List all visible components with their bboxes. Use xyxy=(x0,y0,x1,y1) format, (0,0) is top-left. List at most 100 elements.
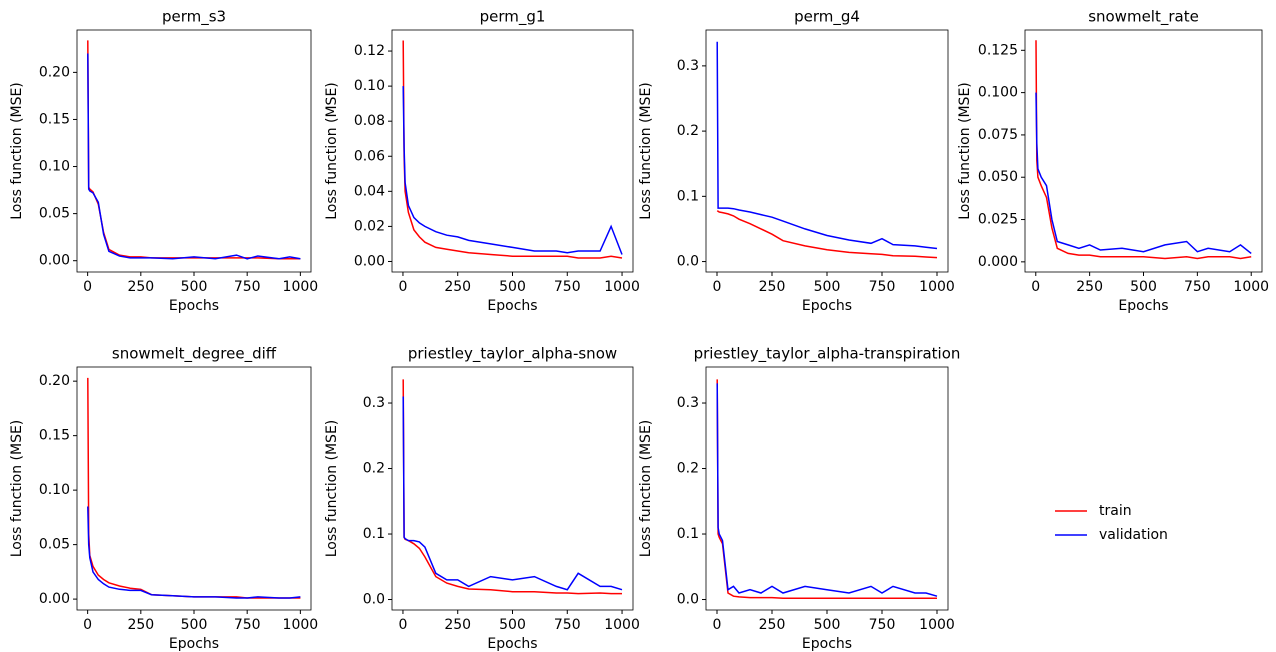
x-tick-label: 0 xyxy=(83,279,92,295)
subplot-title: perm_g1 xyxy=(480,8,546,27)
x-axis-label: Epochs xyxy=(487,298,537,314)
loss-line xyxy=(402,379,622,595)
x-tick-label: 250 xyxy=(444,279,471,295)
x-tick-label: 750 xyxy=(1184,279,1211,295)
y-axis-label: Loss function (MSE) xyxy=(324,82,340,220)
subplot-title: snowmelt_rate xyxy=(1088,8,1199,27)
y-tick-label: 0.3 xyxy=(677,395,699,411)
loss-line xyxy=(402,86,623,255)
y-tick-label: 0.2 xyxy=(363,461,385,477)
y-tick-label: 0.100 xyxy=(978,85,1018,101)
x-tick-label: 1000 xyxy=(604,279,640,295)
x-tick-label: 500 xyxy=(499,279,526,295)
x-tick-label: 1000 xyxy=(283,617,319,633)
x-tick-label: 250 xyxy=(127,617,154,633)
y-tick-label: 0.15 xyxy=(39,428,70,444)
y-tick-label: 0.04 xyxy=(354,183,385,199)
loss-line xyxy=(716,41,938,250)
x-tick-label: 1000 xyxy=(604,617,640,633)
y-axis-label: Loss function (MSE) xyxy=(957,82,973,220)
x-tick-label: 750 xyxy=(554,617,581,633)
x-tick-label: 1000 xyxy=(919,617,955,633)
x-tick-label: 750 xyxy=(234,279,261,295)
y-tick-label: 0.1 xyxy=(677,526,699,542)
y-tick-label: 0.00 xyxy=(354,253,385,269)
axes-frame xyxy=(1024,29,1263,273)
x-tick-label: 0 xyxy=(83,617,92,633)
y-tick-label: 0.3 xyxy=(363,395,385,411)
loss-line xyxy=(87,377,301,599)
y-tick-label: 0.10 xyxy=(39,482,70,498)
axes-frame xyxy=(705,366,949,611)
x-tick-label: 1000 xyxy=(919,279,955,295)
y-axis-label: Loss function (MSE) xyxy=(9,420,25,558)
x-tick-label: 750 xyxy=(234,617,261,633)
y-tick-label: 0.0 xyxy=(363,592,385,608)
y-tick-label: 0.08 xyxy=(354,113,385,129)
x-tick-label: 250 xyxy=(759,617,786,633)
y-tick-label: 0.00 xyxy=(39,253,70,269)
loss-line xyxy=(716,383,938,597)
y-tick-label: 0.20 xyxy=(39,64,70,80)
loss-line xyxy=(402,396,623,591)
x-tick-label: 0 xyxy=(713,617,722,633)
x-tick-label: 0 xyxy=(1031,279,1040,295)
subplot-title: perm_g4 xyxy=(794,8,860,27)
y-tick-label: 0.05 xyxy=(39,206,70,222)
x-tick-label: 750 xyxy=(554,279,581,295)
y-tick-label: 0.15 xyxy=(39,111,70,127)
x-tick-label: 250 xyxy=(127,279,154,295)
axes-frame xyxy=(391,29,634,273)
x-tick-label: 500 xyxy=(181,617,208,633)
loss-line xyxy=(716,210,938,259)
x-tick-label: 0 xyxy=(398,617,407,633)
x-tick-label: 1000 xyxy=(1233,279,1269,295)
y-tick-label: 0.00 xyxy=(39,591,70,607)
loss-line xyxy=(87,40,301,260)
y-tick-label: 0.10 xyxy=(354,78,385,94)
y-tick-label: 0.2 xyxy=(677,123,699,139)
x-axis-label: Epochs xyxy=(1118,298,1168,314)
loss-line xyxy=(716,379,937,599)
loss-line xyxy=(1035,40,1252,260)
loss-line xyxy=(87,506,301,599)
x-tick-label: 0 xyxy=(398,279,407,295)
x-tick-label: 750 xyxy=(869,617,896,633)
subplot-title: perm_s3 xyxy=(162,8,226,27)
x-axis-label: Epochs xyxy=(802,636,852,652)
x-tick-label: 500 xyxy=(1130,279,1157,295)
y-axis-label: Loss function (MSE) xyxy=(324,420,340,558)
y-tick-label: 0.025 xyxy=(978,212,1018,228)
subplot-title: snowmelt_degree_diff xyxy=(112,345,277,364)
legend-label: train xyxy=(1099,503,1132,519)
x-axis-label: Epochs xyxy=(487,636,537,652)
y-tick-label: 0.02 xyxy=(354,218,385,234)
y-tick-label: 0.0 xyxy=(677,254,699,270)
y-axis-label: Loss function (MSE) xyxy=(638,420,654,558)
y-tick-label: 0.10 xyxy=(39,159,70,175)
y-tick-label: 0.0 xyxy=(677,592,699,608)
x-tick-label: 500 xyxy=(499,617,526,633)
axes-frame xyxy=(705,29,949,273)
y-tick-label: 0.000 xyxy=(978,254,1018,270)
x-tick-label: 250 xyxy=(759,279,786,295)
x-tick-label: 1000 xyxy=(283,279,319,295)
x-tick-label: 500 xyxy=(814,617,841,633)
subplot-title: priestley_taylor_alpha-transpiration xyxy=(694,345,961,364)
y-axis-label: Loss function (MSE) xyxy=(9,82,25,220)
y-tick-label: 0.1 xyxy=(363,526,385,542)
legend-label: validation xyxy=(1099,527,1168,543)
y-tick-label: 0.075 xyxy=(978,127,1018,143)
subplot-title: priestley_taylor_alpha-snow xyxy=(408,345,617,364)
x-axis-label: Epochs xyxy=(802,298,852,314)
loss-line xyxy=(402,40,623,259)
x-tick-label: 500 xyxy=(181,279,208,295)
y-axis-label: Loss function (MSE) xyxy=(638,82,654,220)
x-tick-label: 250 xyxy=(1076,279,1103,295)
y-tick-label: 0.05 xyxy=(39,537,70,553)
y-tick-label: 0.20 xyxy=(39,373,70,389)
x-tick-label: 0 xyxy=(713,279,722,295)
axes-frame xyxy=(391,366,634,611)
